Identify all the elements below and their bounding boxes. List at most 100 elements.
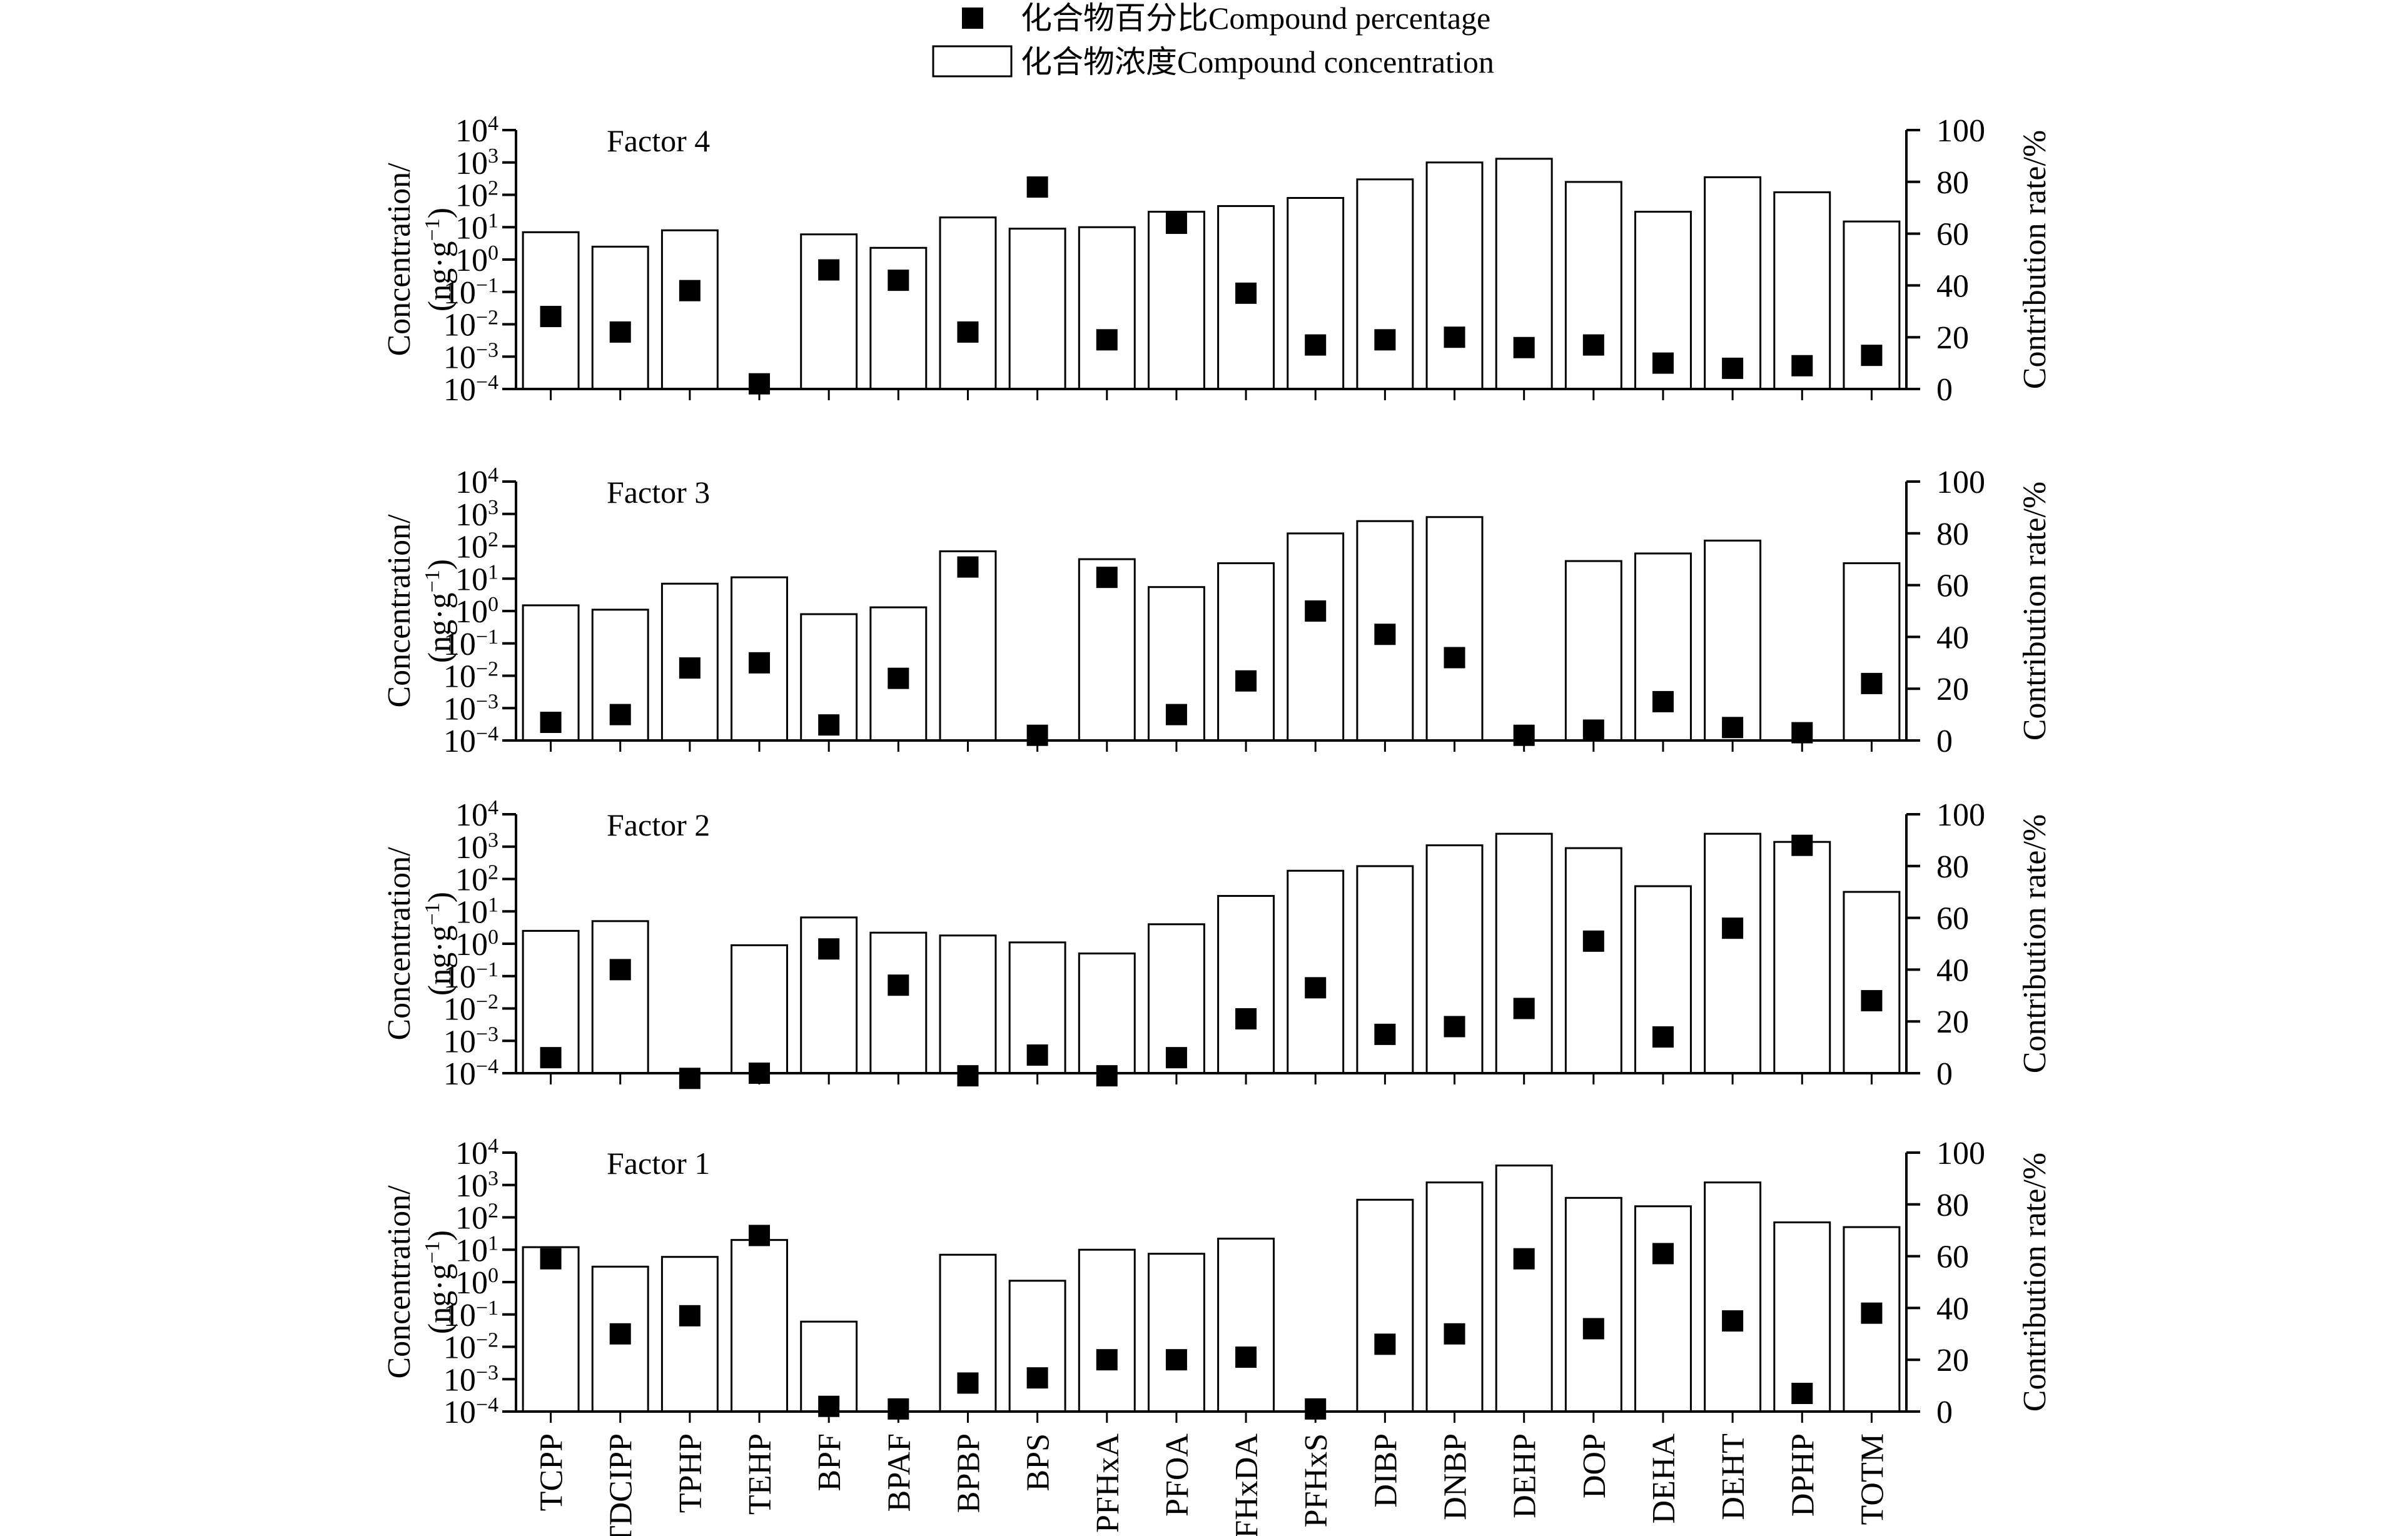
factor-label: Factor 2 <box>607 807 710 842</box>
percentage-marker-totm <box>1861 1302 1883 1324</box>
category-label-pfhxs: PFHxS <box>1298 1433 1334 1527</box>
right-axis-title: Contribution rate/% <box>2017 1153 2053 1412</box>
left-tick-label: 100 <box>455 241 498 279</box>
left-axis-title: Concentration/ <box>382 847 417 1041</box>
left-tick-label: 103 <box>455 1166 498 1204</box>
right-tick-label: 100 <box>1936 465 1985 500</box>
left-tick-label: 101 <box>455 560 498 598</box>
panel-factor-2: 10410310210110010−110−210−310−4100806040… <box>382 796 2053 1093</box>
percentage-marker-dehp <box>1513 1248 1535 1270</box>
percentage-marker-pfhxda <box>1235 1347 1257 1368</box>
right-tick-label: 100 <box>1936 797 1985 833</box>
legend: 化合物百分比Compound percentage 化合物浓度Compound … <box>932 1 1494 79</box>
bar-bpbp <box>939 550 997 742</box>
bar-deht <box>1704 176 1762 390</box>
bar-tphp <box>660 1256 719 1413</box>
category-label-tcpp: TCPP <box>534 1433 570 1511</box>
category-label-deha: DEHA <box>1646 1433 1682 1524</box>
right-tick-label: 80 <box>1936 517 1969 552</box>
percentage-marker-deha <box>1652 1026 1674 1048</box>
left-axis-unit: (ng·g−1) <box>421 208 458 311</box>
percentage-marker-bpf <box>818 714 840 736</box>
percentage-marker-dnbp <box>1444 326 1465 348</box>
percentage-marker-dphp <box>1791 355 1813 376</box>
factor-label: Factor 3 <box>607 475 710 510</box>
right-tick-label: 40 <box>1936 952 1969 988</box>
right-tick-label: 0 <box>1936 1056 1953 1092</box>
percentage-marker-tphp <box>679 657 701 679</box>
percentage-marker-tcpp <box>540 712 562 734</box>
percentage-marker-deha <box>1652 1243 1674 1265</box>
category-label-dop: DOP <box>1577 1433 1612 1498</box>
left-tick-label: 10−1 <box>443 957 498 995</box>
left-tick-label: 10−3 <box>443 1023 498 1060</box>
bar-deht <box>1704 539 1762 742</box>
category-label-dehp: DEHP <box>1507 1433 1543 1518</box>
left-tick-label: 102 <box>455 176 498 214</box>
bar-bpaf <box>869 246 928 390</box>
bar-totm <box>1843 891 1901 1074</box>
percentage-marker-pfhxda <box>1235 1008 1257 1030</box>
category-label-bpaf: BPAF <box>881 1433 917 1512</box>
percentage-marker-deha <box>1652 352 1674 374</box>
percentage-marker-totm <box>1861 990 1883 1012</box>
right-tick-label: 20 <box>1936 1004 1969 1040</box>
left-tick-label: 10−2 <box>443 990 498 1028</box>
panel-factor-3: 10410310210110010−110−210−310−4100806040… <box>382 463 2053 760</box>
percentage-marker-tcpp <box>540 1248 562 1270</box>
bar-pfoa <box>1147 1253 1205 1413</box>
right-tick-label: 60 <box>1936 1240 1969 1275</box>
left-tick-label: 102 <box>455 1199 498 1236</box>
category-label-totm: TOTM <box>1854 1433 1890 1525</box>
percentage-marker-dphp <box>1791 834 1813 856</box>
left-axis-title: Concentration/ <box>382 163 417 356</box>
percentage-marker-pfhxda <box>1235 282 1257 304</box>
left-tick-label: 10−2 <box>443 1328 498 1366</box>
left-tick-label: 10−2 <box>443 657 498 695</box>
bar-pfhxa <box>1078 1248 1136 1413</box>
percentage-marker-dop <box>1582 334 1604 356</box>
right-tick-label: 40 <box>1936 620 1969 655</box>
percentage-marker-tehp <box>749 652 771 674</box>
bar-pfhxda <box>1217 562 1275 742</box>
bar-pfoa <box>1147 211 1205 390</box>
percentage-marker-tphp <box>679 280 701 301</box>
percentage-marker-totm <box>1861 672 1883 694</box>
percentage-marker-dnbp <box>1444 647 1465 669</box>
percentage-marker-bpf <box>818 1395 840 1417</box>
panel-factor-1: 10410310210110010−110−210−310−4100806040… <box>382 1134 2053 1431</box>
left-tick-label: 103 <box>455 495 498 533</box>
right-tick-label: 80 <box>1936 849 1969 885</box>
right-tick-label: 20 <box>1936 672 1969 707</box>
right-tick-label: 0 <box>1936 724 1953 759</box>
percentage-marker-bpaf <box>888 667 909 689</box>
percentage-marker-deht <box>1722 917 1744 939</box>
percentage-marker-bps <box>1026 1044 1048 1066</box>
left-tick-label: 10−4 <box>443 1393 498 1431</box>
left-tick-label: 100 <box>455 926 498 963</box>
percentage-marker-pfhxa <box>1096 1065 1118 1087</box>
category-label-tdcipp: TDCIPP <box>604 1433 639 1536</box>
bar-deha <box>1634 552 1692 742</box>
left-axis-title: Concentration/ <box>382 1185 417 1379</box>
bar-deht <box>1704 832 1762 1074</box>
percentage-marker-dibp <box>1374 329 1396 351</box>
bar-pfhxs <box>1287 532 1345 742</box>
percentage-marker-dibp <box>1374 1023 1396 1045</box>
left-tick-label: 10−3 <box>443 338 498 376</box>
percentage-marker-pfoa <box>1165 213 1187 235</box>
bar-bps <box>1008 1280 1066 1413</box>
left-tick-label: 100 <box>455 593 498 630</box>
left-tick-label: 10−3 <box>443 1361 498 1398</box>
bar-bpbp <box>939 216 997 390</box>
left-tick-label: 104 <box>455 1134 498 1172</box>
bar-dnbp <box>1425 161 1484 390</box>
category-label-pfoa: PFOA <box>1160 1433 1195 1517</box>
percentage-marker-tdcipp <box>609 321 631 343</box>
right-tick-label: 80 <box>1936 1188 1969 1223</box>
left-tick-label: 103 <box>455 828 498 866</box>
percentage-marker-dop <box>1582 719 1604 741</box>
bar-dop <box>1564 847 1622 1074</box>
percentage-marker-pfoa <box>1165 704 1187 725</box>
